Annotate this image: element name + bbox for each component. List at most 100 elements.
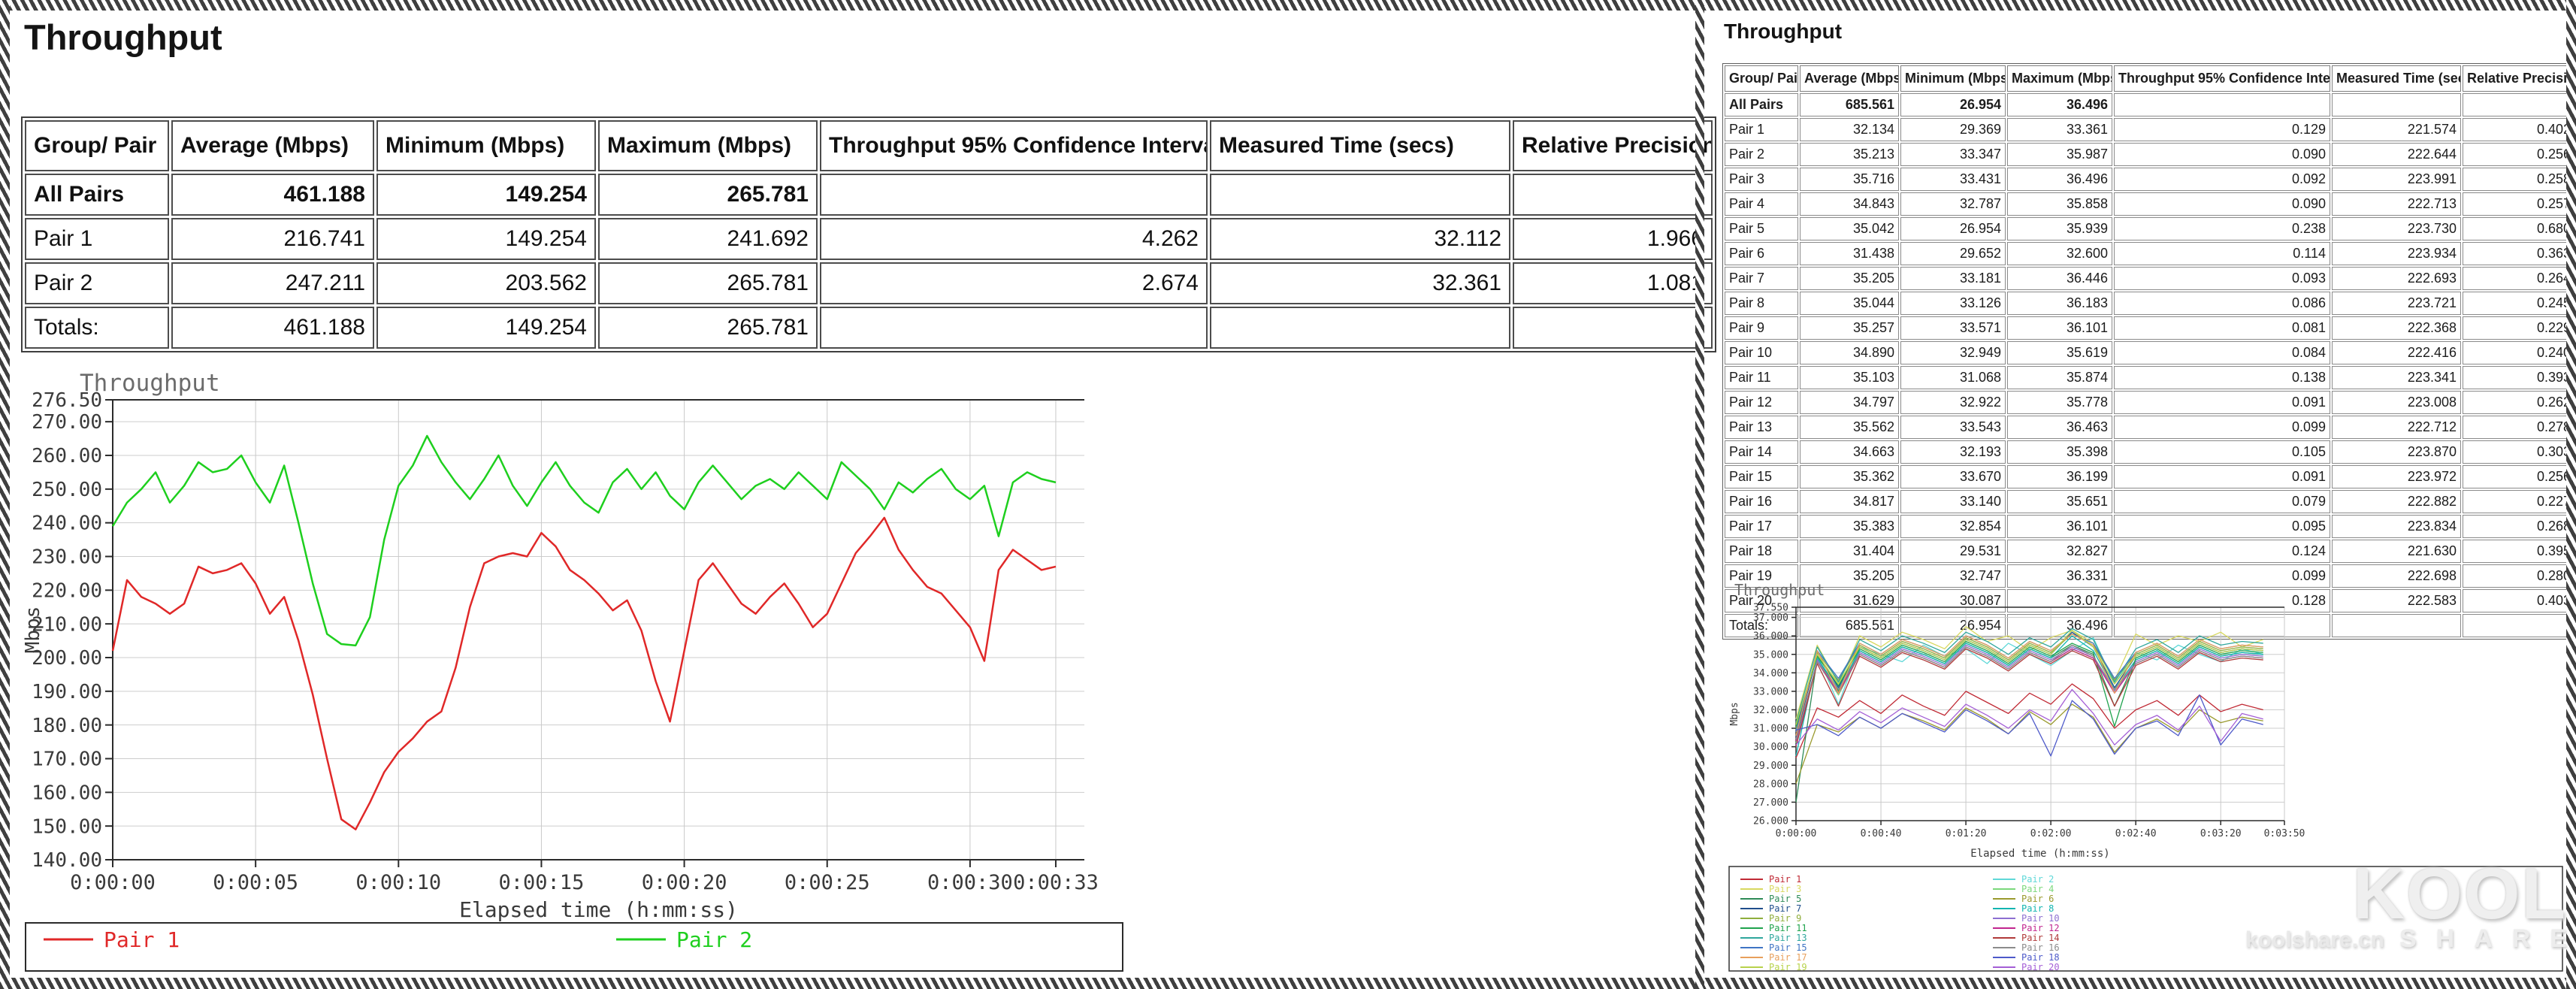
value-cell: 685.561	[1800, 614, 1899, 637]
table-row: Pair 14 34.663 32.193 35.398 0.105 223.870 0.3…	[1725, 440, 2575, 464]
y-tick-label: 250.00	[32, 479, 102, 501]
y-tick-label: 32.000	[1753, 705, 1788, 716]
legend-label: Pair 19	[1769, 962, 1807, 972]
right-results-table: Group/ Pair Average (Mbps) Minimum (Mbps) M…	[1722, 63, 2576, 640]
value-cell: 149.254	[376, 307, 596, 349]
value-cell: 26.954	[1900, 217, 2006, 240]
column-header: Average (Mbps)	[1800, 65, 1899, 92]
value-cell: 36.199	[2007, 465, 2112, 488]
legend-label: Pair 1	[104, 927, 180, 952]
row-label-cell: Pair 18	[1725, 540, 1798, 563]
column-header: Throughput 95% Confidence Interval	[2114, 65, 2330, 92]
value-cell: 221.630	[2332, 540, 2461, 563]
value-cell: 203.562	[376, 262, 596, 304]
value-cell	[820, 174, 1208, 216]
y-tick-label: 220.00	[32, 579, 102, 602]
value-cell	[2332, 614, 2461, 637]
table-row: All Pairs 461.188 149.254 265.781	[25, 174, 1713, 216]
watermark-kool: KOOL	[2352, 854, 2567, 934]
y-axis-label: Mbps	[22, 606, 44, 654]
value-cell: 36.446	[2007, 267, 2112, 290]
value-cell: 35.042	[1800, 217, 1899, 240]
y-axis-label: Mbps	[1729, 702, 1740, 725]
value-cell: 32.949	[1900, 341, 2006, 364]
value-cell: 31.404	[1800, 540, 1899, 563]
value-cell: 35.398	[2007, 440, 2112, 464]
legend-label: Pair 15	[1769, 942, 1807, 953]
value-cell: 0.090	[2114, 192, 2330, 216]
y-tick-label: 230.00	[32, 546, 102, 569]
value-cell: 32.922	[1900, 391, 2006, 414]
value-cell: 26.954	[1900, 93, 2006, 116]
value-cell	[2463, 614, 2575, 637]
column-header: Measured Time (secs)	[1210, 120, 1510, 171]
value-cell: 32.854	[1900, 515, 2006, 538]
value-cell: 32.112	[1210, 218, 1510, 260]
value-cell: 31.629	[1800, 589, 1899, 612]
watermark: KOOL koolshare.cn SHARE	[2245, 854, 2567, 954]
value-cell: 0.402	[2463, 118, 2575, 141]
x-tick-label: 0:00:15	[499, 871, 585, 894]
table-row: Pair 5 35.042 26.954 35.939 0.238 223.730 0.68…	[1725, 217, 2575, 240]
series-line-pair8	[1795, 635, 2263, 757]
value-cell: 0.680	[2463, 217, 2575, 240]
value-cell: 35.939	[2007, 217, 2112, 240]
value-cell: 36.496	[2007, 168, 2112, 191]
table-row: Pair 18 31.404 29.531 32.827 0.124 221.630 0.3…	[1725, 540, 2575, 563]
row-label-cell: Pair 17	[1725, 515, 1798, 538]
chart-title: Throughput	[1734, 581, 1825, 599]
x-tick-label: 0:00:40	[1861, 828, 1902, 839]
value-cell: 461.188	[171, 307, 374, 349]
column-header: Group/ Pair	[25, 120, 169, 171]
value-cell: 0.229	[2463, 316, 2575, 340]
value-cell: 35.651	[2007, 490, 2112, 513]
value-cell: 0.084	[2114, 341, 2330, 364]
value-cell: 33.571	[1900, 316, 2006, 340]
hatched-panel-divider	[1695, 0, 1704, 989]
value-cell: 1.081	[1513, 262, 1713, 304]
hatched-border-right	[2566, 0, 2576, 989]
legend-label: Pair 1	[1769, 874, 1801, 885]
y-tick-label: 210.00	[32, 613, 102, 636]
table-row: Pair 19 35.205 32.747 36.331 0.099 222.698 0.2…	[1725, 564, 2575, 588]
table-row: Pair 12 34.797 32.922 35.778 0.091 223.008 0.2…	[1725, 391, 2575, 414]
value-cell: 29.369	[1900, 118, 2006, 141]
legend-label: Pair 9	[1769, 913, 1801, 924]
series-line-pair6	[1795, 703, 2263, 785]
x-tick-label: 0:03:50	[2264, 828, 2305, 839]
value-cell: 36.496	[2007, 93, 2112, 116]
left-throughput-chart: 140.00 150.00 160.00 170.00 180.00 190.00 200.…	[22, 370, 1123, 972]
value-cell: 32.134	[1800, 118, 1899, 141]
table-row: Pair 20 31.629 30.087 33.072 0.128 222.583 0.4…	[1725, 589, 2575, 612]
x-tick-label: 0:00:10	[355, 871, 441, 894]
y-tick-label: 200.00	[32, 647, 102, 670]
legend-label: Pair 5	[1769, 894, 1801, 904]
y-tick-label: 35.000	[1753, 649, 1788, 661]
value-cell	[820, 307, 1208, 349]
value-cell: 223.991	[2332, 168, 2461, 191]
left-results-table: Group/ Pair Average (Mbps) Minimum (Mbps) M…	[21, 116, 1716, 352]
row-label-cell: Totals:	[25, 307, 169, 349]
row-label-cell: Pair 6	[1725, 242, 1798, 265]
value-cell: 33.126	[1900, 292, 2006, 315]
value-cell: 32.361	[1210, 262, 1510, 304]
y-tick-label: 270.00	[32, 411, 102, 434]
x-tick-label: 0:02:40	[2115, 828, 2157, 839]
legend-label: Pair 12	[2021, 923, 2060, 933]
y-tick-label: 33.000	[1753, 686, 1788, 697]
value-cell: 265.781	[598, 307, 818, 349]
y-tick-label: 160.00	[32, 782, 102, 804]
value-cell: 0.363	[2463, 242, 2575, 265]
value-cell: 223.730	[2332, 217, 2461, 240]
column-header: Measured Time (secs)	[2332, 65, 2461, 92]
series-line-pair5	[1795, 643, 2263, 803]
value-cell: 1.966	[1513, 218, 1713, 260]
value-cell: 222.644	[2332, 143, 2461, 166]
left-page-title: Throughput	[24, 17, 222, 57]
y-tick-label: 260.00	[32, 445, 102, 467]
value-cell: 222.882	[2332, 490, 2461, 513]
value-cell: 32.747	[1900, 564, 2006, 588]
value-cell: 0.303	[2463, 440, 2575, 464]
value-cell: 0.099	[2114, 416, 2330, 439]
row-label-cell: Pair 3	[1725, 168, 1798, 191]
